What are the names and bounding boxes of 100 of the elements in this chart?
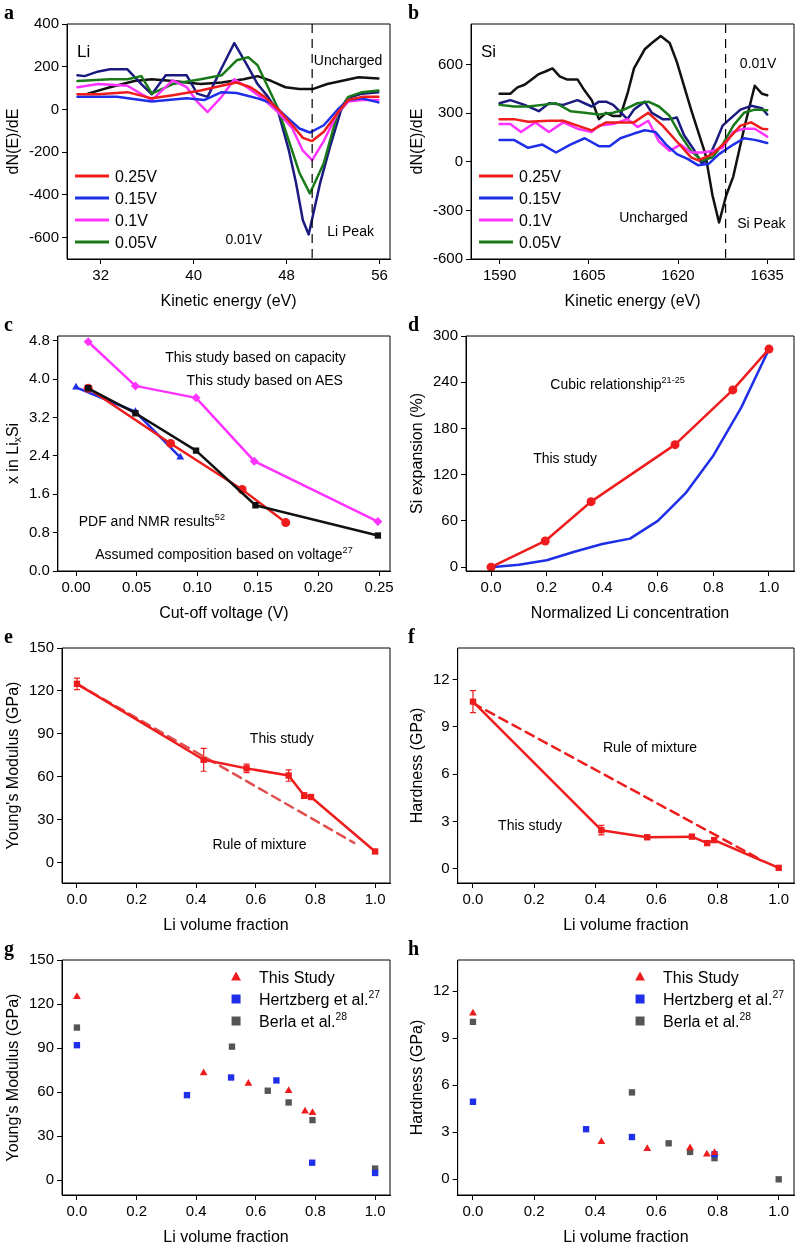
y-tick-label: -200 [28, 142, 60, 160]
annotation: This study based on AES [186, 371, 343, 388]
x-axis-title: Cut-off voltage (V) [159, 604, 289, 621]
x-tick-label: 0.00 [61, 578, 91, 596]
x-tick-label: 0.4 [185, 1202, 207, 1220]
annotation: Rule of mixture [212, 836, 307, 853]
annotation: This study based on capacity [165, 348, 346, 365]
y-tick-label: 600 [437, 54, 464, 72]
y-tick-label: 3 [441, 811, 450, 829]
y-tick-label: 6 [441, 1075, 450, 1093]
y-tick-label: 150 [29, 950, 55, 968]
x-tick-label: 32 [92, 266, 110, 284]
x-tick-label: 0.2 [126, 890, 147, 908]
x-axis-title: Kinetic energy (eV) [160, 292, 297, 309]
point [686, 1143, 694, 1151]
point [540, 536, 550, 546]
x-tick-label: 0.6 [245, 890, 267, 908]
chart-title: a [4, 1, 14, 24]
x-tick-label: 0.25 [364, 578, 394, 596]
y-tick-label: 2.4 [28, 446, 50, 464]
legend-label: 0.25V [115, 167, 158, 185]
x-tick-label: 0.0 [66, 1202, 88, 1220]
y-tick-label: 4.8 [28, 330, 50, 348]
point [252, 502, 259, 509]
x-tick-label: 0.10 [182, 578, 212, 596]
point [83, 337, 93, 347]
x-tick-label: 1.0 [364, 890, 386, 908]
point [308, 1108, 317, 1115]
chart-title: h [408, 937, 420, 960]
y-tick-label: 400 [33, 14, 60, 32]
legend-label: 0.15V [519, 189, 562, 207]
point [130, 381, 140, 391]
x-tick-label: 0.2 [536, 578, 558, 596]
annotation: This study [498, 816, 562, 833]
x-axis-title: Kinetic energy (eV) [564, 292, 701, 309]
legend-label: 0.1V [519, 211, 553, 229]
y-axis-title: Hardness (GPa) [408, 707, 425, 824]
y-tick-label: 60 [441, 511, 459, 529]
point [309, 1116, 316, 1124]
point [273, 1077, 280, 1084]
point [728, 385, 738, 395]
y-tick-label: 3 [441, 1122, 450, 1140]
x-tick-label: 0.20 [303, 578, 334, 596]
legend-label: 0.15V [115, 189, 158, 207]
point [285, 1099, 292, 1106]
point [486, 562, 496, 571]
y-tick-label: 12 [433, 981, 450, 999]
y-tick-label: 180 [433, 418, 459, 436]
point [73, 1024, 81, 1031]
x-tick-label: 0.2 [523, 1202, 545, 1220]
point [284, 1086, 293, 1093]
point [371, 848, 379, 855]
y-axis-title: Young's Modulus (GPa) [4, 681, 21, 850]
y-tick-label: 60 [37, 767, 55, 785]
point [191, 393, 201, 403]
x-tick-label: 0.8 [305, 890, 326, 908]
y-tick-label: 30 [37, 1126, 55, 1144]
x-tick-label: 1590 [482, 266, 517, 284]
annotation: Si [481, 42, 497, 62]
point [374, 532, 382, 539]
legend-label: 0.25V [519, 167, 562, 185]
y-tick-label: -600 [432, 249, 464, 267]
y-tick-label: 200 [33, 56, 60, 74]
y-tick-label: 0 [45, 1170, 55, 1188]
x-tick-label: 0.4 [591, 578, 613, 596]
point [670, 440, 680, 450]
chart-title: c [4, 313, 13, 336]
point [73, 1042, 81, 1049]
y-tick-label: 1.6 [28, 484, 50, 502]
annotation: 0.01V [739, 55, 778, 72]
y-tick-label: 150 [29, 638, 55, 656]
legend-label: 0.1V [115, 211, 149, 229]
x-tick-label: 1.0 [364, 1202, 386, 1220]
y-tick-label: 0 [454, 151, 464, 169]
x-tick-label: 0.4 [185, 890, 207, 908]
x-tick-label: 0.8 [305, 1202, 326, 1220]
y-tick-label: -300 [432, 200, 464, 218]
annotation: Li [77, 42, 91, 62]
x-tick-label: 40 [185, 266, 202, 284]
chart-title: e [4, 625, 13, 648]
y-tick-label: 300 [437, 103, 464, 121]
y-tick-label: 60 [37, 1082, 55, 1100]
point [244, 1078, 253, 1086]
y-tick-label: 120 [433, 464, 459, 482]
x-axis-title: Li volume fraction [563, 916, 689, 933]
y-tick-label: -400 [28, 185, 60, 203]
point [586, 497, 596, 507]
point [309, 1159, 316, 1166]
y-tick-label: 3.2 [28, 407, 50, 425]
y-tick-label: 90 [37, 724, 55, 742]
x-axis-title: Li volume fraction [563, 1228, 689, 1245]
chart-title: b [408, 1, 420, 24]
x-tick-label: 0.6 [245, 1202, 267, 1220]
annotation: 0.01V [225, 231, 263, 248]
point [469, 1008, 477, 1016]
x-tick-label: 0.2 [126, 1202, 147, 1220]
x-tick-label: 0.0 [480, 578, 502, 596]
point [228, 1043, 236, 1050]
y-tick-label: 12 [433, 669, 450, 687]
x-tick-label: 1.0 [768, 1202, 790, 1220]
